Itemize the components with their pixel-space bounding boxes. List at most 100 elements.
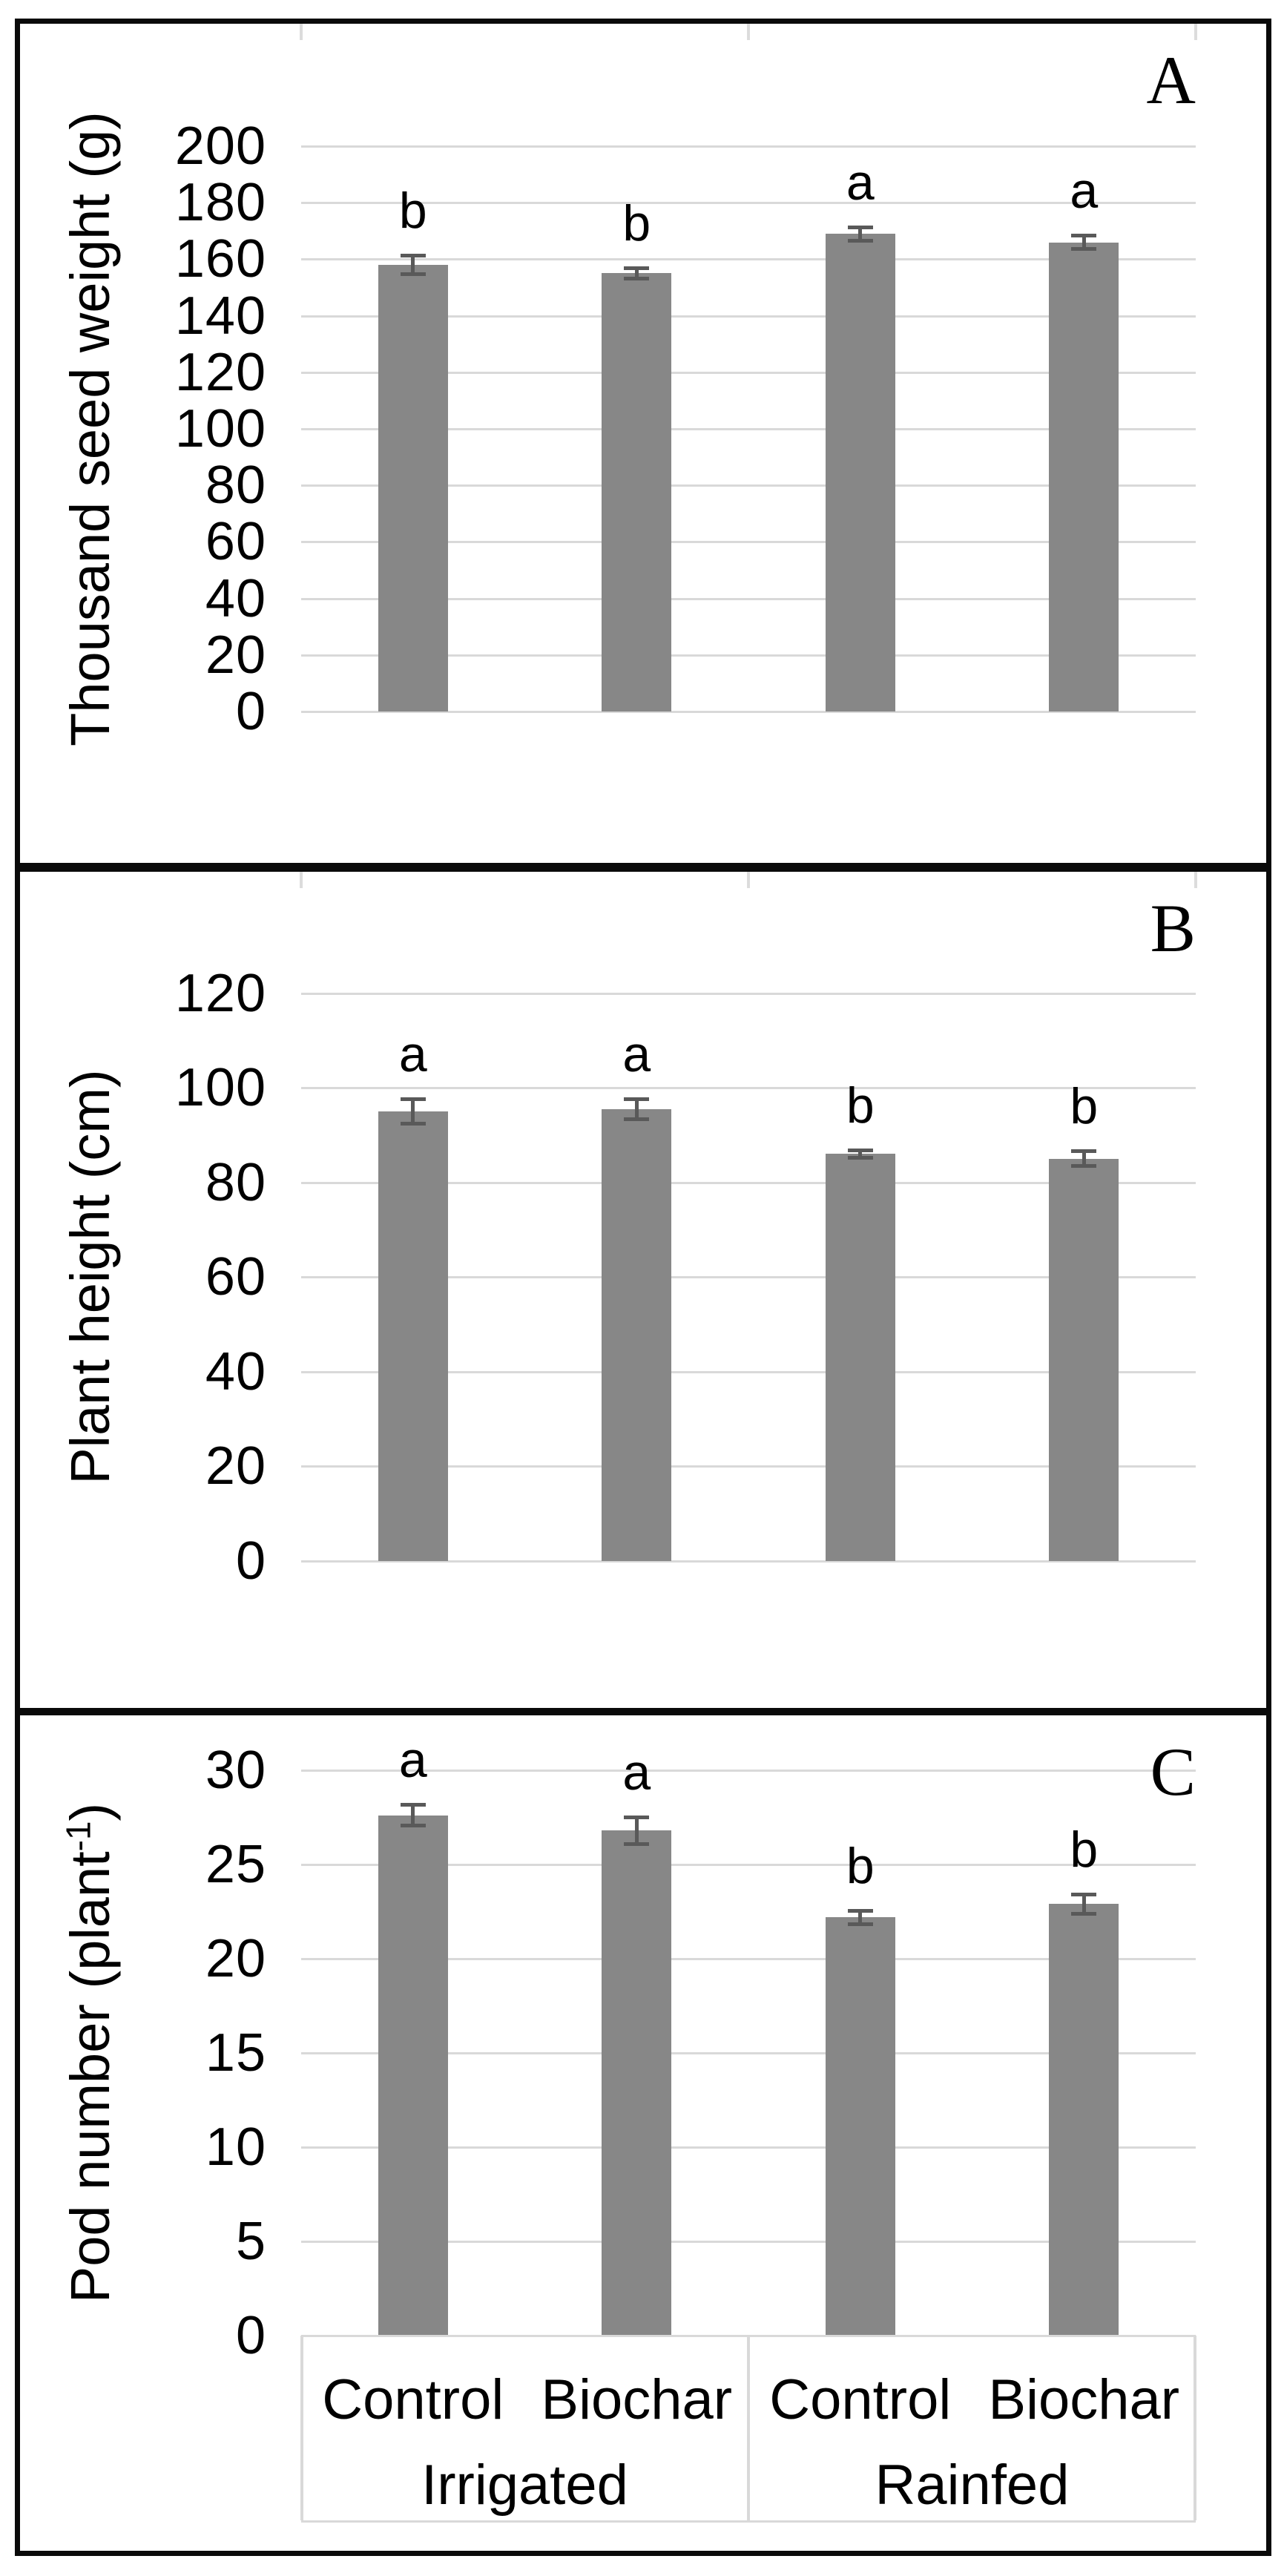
chart-panel-b: 0 20 40 60 80 100 120 a a b b B Plant height (cm) [20,872,1266,1708]
y-tick-label: 80 [205,456,266,516]
y-tick-label: 120 [174,342,266,402]
error-bar-cap-bottom [847,238,873,243]
panel-divider [20,863,1266,872]
gridline-y-25 [301,1864,1196,1866]
y-axis-label: Pod number (plant-1) [59,1803,121,2303]
top-axis-tick [300,872,303,888]
chart-panel-a: 0 20 40 60 80 100 120 140 160 180 200 b b a a A Thousand… [20,24,1266,863]
category-label-biochar-1: Biochar [541,2368,733,2431]
y-tick-label: 30 [205,1741,266,1800]
gridline-y-80 [301,1181,1196,1184]
y-tick-label: 40 [205,568,266,628]
y-axis-label: Plant height (cm) [59,1069,121,1484]
panel-letter-b: B [1150,890,1196,966]
gridline-y-60 [301,1276,1196,1278]
panel-divider [20,1708,1266,1715]
y-axis-label: Thousand seed weight (g) [59,111,121,746]
error-bar [411,1803,415,1828]
category-label-control-0: Control [322,2368,504,2431]
error-bar-cap-top [1071,234,1097,238]
gridline-y-140 [301,315,1196,318]
significance-letter: a [398,1025,427,1082]
error-bar-cap-top [847,1908,873,1913]
error-bar-cap-top [400,253,426,257]
gridline-y-20 [301,1465,1196,1468]
top-axis-tick [747,24,750,40]
error-bar [858,1148,863,1160]
significance-letter: b [1070,1821,1099,1879]
y-axis-label-superscript: -1 [59,1821,98,1852]
y-tick-label: 0 [235,1531,266,1591]
y-tick-label: 20 [205,1436,266,1496]
error-bar-cap-top [1071,1149,1097,1153]
error-bar [634,266,639,280]
gridline-y-200 [301,145,1196,148]
y-tick-label: 20 [205,625,266,685]
significance-letter: a [1070,162,1099,220]
group-label-rainfed: Rainfed [875,2454,1070,2517]
error-bar-cap-bottom [1071,246,1097,251]
gridline-y-100 [301,428,1196,430]
error-bar [1081,1893,1086,1916]
gridline-y-0 [301,1560,1196,1563]
gridline-y-180 [301,202,1196,205]
category-label-control-2: Control [769,2368,952,2431]
error-bar-cap-bottom [847,1155,873,1160]
error-bar-cap-bottom [624,1841,650,1846]
bar-irrigated-control [378,265,448,712]
error-bar [1081,1149,1086,1169]
bar-irrigated-control [378,1111,448,1561]
gridline-y-5 [301,2241,1196,2243]
error-bar-cap-top [624,1815,650,1819]
y-tick-label: 120 [174,963,266,1023]
y-tick-label: 80 [205,1152,266,1212]
top-axis-tick [300,24,303,40]
top-axis-tick [1194,24,1197,40]
error-bar-cap-bottom [400,272,426,277]
significance-letter: b [846,1837,875,1894]
category-box-group-separator [747,2336,750,2520]
top-axis-tick [1194,872,1197,888]
panel-letter-a: A [1146,42,1196,118]
gridline-y-160 [301,258,1196,261]
error-bar [858,225,863,243]
error-bar-cap-bottom [624,1117,650,1121]
error-bar-cap-top [400,1803,426,1807]
y-tick-label: 60 [205,512,266,572]
error-bar [411,1097,415,1126]
error-bar-cap-top [400,1097,426,1101]
gridline-y-30 [301,1770,1196,1772]
error-bar-cap-top [624,266,650,270]
error-bar-cap-top [847,225,873,229]
y-axis-label-tail: ) [59,1802,121,1821]
bar-irrigated-biochar [602,1108,672,1561]
bar-rainfed-control [825,234,895,712]
y-tick-label: 140 [174,286,266,346]
gridline-y-120 [301,992,1196,995]
y-tick-label: 100 [174,1058,266,1117]
significance-letter: b [622,194,651,252]
category-label-biochar-3: Biochar [988,2368,1180,2431]
y-tick-label: 25 [205,1835,266,1894]
bar-rainfed-biochar [1049,1158,1119,1561]
bar-irrigated-control [378,1815,448,2336]
bar-rainfed-biochar [1049,1904,1119,2336]
bar-irrigated-biochar [602,273,672,712]
y-tick-label: 160 [174,229,266,289]
bar-rainfed-control [825,1917,895,2336]
error-bar [411,253,415,277]
gridline-y-10 [301,2146,1196,2149]
figure-outer-border: 0 20 40 60 80 100 120 140 160 180 200 b b a a A Thousand… [15,19,1271,2556]
gridline-y-120 [301,371,1196,374]
error-bar-cap-bottom [400,1122,426,1126]
top-axis-tick [747,872,750,888]
gridline-y-60 [301,541,1196,544]
error-bar [858,1908,863,1926]
y-tick-label: 20 [205,1929,266,1988]
category-box-bottom-line [301,2520,1196,2523]
significance-letter: a [622,1744,651,1801]
y-tick-label: 60 [205,1247,266,1307]
gridline-y-20 [301,1958,1196,1960]
y-tick-label: 40 [205,1341,266,1402]
panel-letter-c: C [1150,1734,1196,1810]
